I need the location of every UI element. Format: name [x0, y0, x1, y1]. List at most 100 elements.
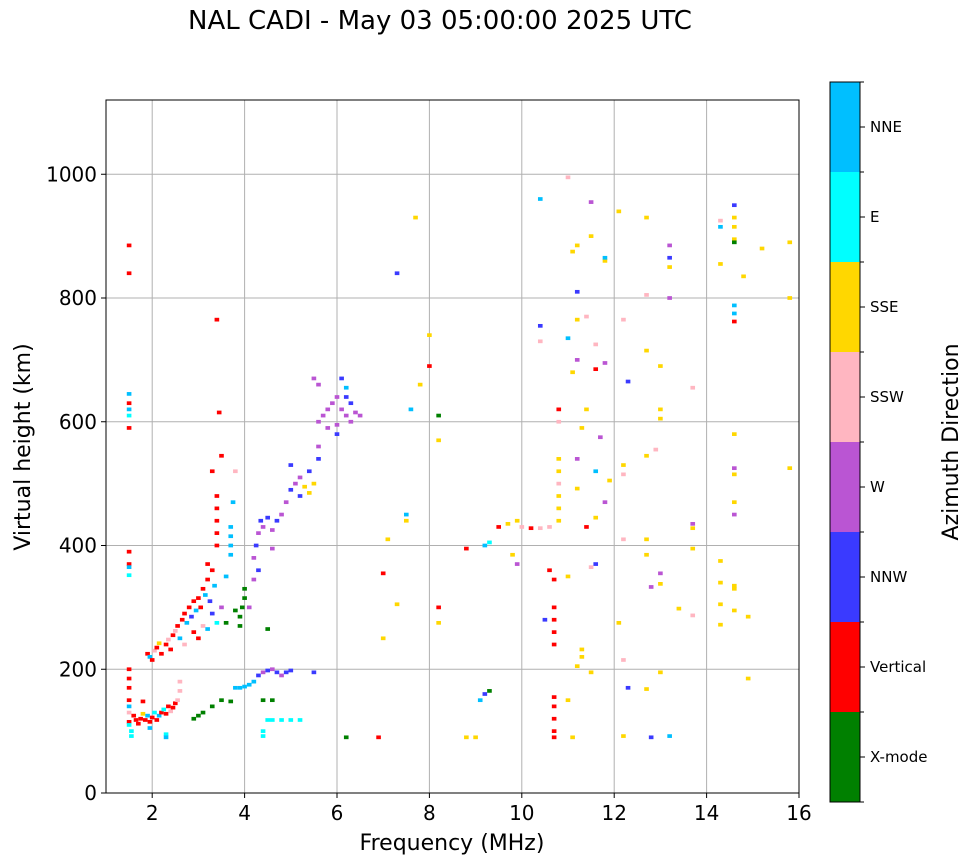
data-point-e	[129, 734, 134, 738]
data-point-nne	[237, 685, 243, 690]
colorbar-label: Azimuth Direction	[939, 343, 964, 540]
data-point-w	[316, 382, 321, 387]
data-point-vertical	[126, 719, 132, 724]
data-point-vertical	[547, 568, 552, 573]
data-point-w	[690, 521, 696, 526]
data-point-sse	[473, 735, 478, 740]
data-point-vertical	[209, 568, 215, 573]
data-points	[126, 175, 793, 740]
colorbar-tick-label: X-mode	[870, 748, 927, 766]
data-point-sse	[436, 620, 441, 625]
data-point-x-mode	[191, 716, 197, 721]
data-point-ssw	[152, 648, 157, 653]
data-point-nne	[718, 224, 723, 229]
data-point-nnw	[625, 685, 631, 690]
data-point-vertical	[126, 667, 132, 672]
data-point-ssw	[233, 469, 238, 474]
data-point-e	[163, 732, 169, 737]
data-point-vertical	[126, 549, 132, 554]
data-point-w	[602, 500, 608, 505]
data-point-vertical	[126, 426, 132, 430]
data-point-sse	[690, 546, 696, 551]
data-point-nne	[203, 593, 208, 597]
data-point-x-mode	[219, 698, 224, 703]
data-point-nne	[667, 734, 672, 738]
data-point-w	[343, 413, 349, 418]
data-point-ssw	[690, 613, 696, 618]
data-point-w	[357, 413, 363, 418]
data-point-e	[487, 540, 492, 545]
data-point-vertical	[551, 704, 557, 709]
data-point-nne	[537, 197, 543, 201]
data-point-sse	[690, 526, 696, 531]
data-point-e	[279, 718, 284, 722]
data-point-ssw	[653, 447, 659, 452]
data-point-sse	[588, 670, 594, 675]
y-tick-label: 1000	[46, 162, 97, 186]
data-point-sse	[570, 249, 575, 254]
data-point-vertical	[551, 695, 557, 699]
data-point-nnw	[343, 395, 349, 399]
x-tick-label: 16	[786, 801, 811, 825]
data-point-sse	[718, 262, 723, 266]
data-point-w	[353, 410, 358, 415]
data-point-w	[316, 419, 321, 424]
colorbar-segment	[830, 532, 860, 622]
data-point-sse	[510, 552, 515, 557]
data-point-sse	[732, 215, 737, 220]
data-point-x-mode	[200, 710, 206, 715]
data-point-vertical	[166, 704, 171, 709]
data-point-vertical	[551, 605, 557, 610]
data-point-x-mode	[487, 689, 492, 693]
data-point-nne	[233, 685, 238, 690]
data-point-w	[297, 475, 303, 480]
data-point-vertical	[205, 562, 210, 566]
data-point-nnw	[334, 432, 340, 436]
data-point-sse	[574, 664, 580, 669]
data-point-w	[316, 444, 321, 449]
data-point-sse	[616, 620, 622, 625]
data-point-sse	[380, 636, 386, 641]
data-point-vertical	[551, 577, 557, 582]
data-point-sse	[616, 209, 622, 214]
data-point-nnw	[253, 543, 259, 548]
x-tick-label: 2	[146, 801, 159, 825]
data-point-nnw	[265, 668, 271, 673]
data-point-w	[311, 376, 317, 381]
data-point-sse	[413, 215, 418, 220]
data-point-vertical	[126, 698, 132, 703]
data-point-w	[334, 395, 340, 399]
data-point-nne	[184, 620, 190, 625]
data-point-sse	[644, 348, 649, 353]
data-point-nne	[477, 698, 483, 703]
data-point-vertical	[219, 453, 224, 458]
data-point-nne	[163, 735, 169, 740]
data-point-sse	[732, 472, 737, 477]
data-point-e	[126, 413, 132, 418]
colorbar-segment	[830, 622, 860, 712]
data-point-ssw	[182, 642, 187, 647]
data-point-vertical	[126, 676, 132, 681]
data-point-vertical	[427, 364, 432, 368]
data-point-w	[732, 512, 737, 517]
data-point-nnw	[394, 271, 400, 276]
colorbar-frame	[829, 81, 861, 803]
data-point-ssw	[584, 314, 589, 319]
data-point-nnw	[316, 457, 321, 461]
data-point-ssw	[537, 339, 543, 344]
data-point-vertical	[179, 617, 185, 622]
data-point-nnw	[288, 463, 294, 467]
data-point-w	[279, 512, 284, 517]
data-point-e	[152, 710, 157, 715]
data-point-vertical	[154, 718, 160, 722]
data-point-nnw	[283, 670, 289, 675]
data-point-vertical	[200, 586, 206, 591]
data-point-nne	[228, 534, 234, 539]
data-point-w	[334, 422, 340, 427]
data-point-nnw	[288, 487, 294, 492]
data-point-sse	[787, 466, 793, 471]
data-point-vertical	[159, 710, 164, 715]
data-point-ssw	[556, 419, 562, 424]
data-point-sse	[584, 407, 589, 412]
